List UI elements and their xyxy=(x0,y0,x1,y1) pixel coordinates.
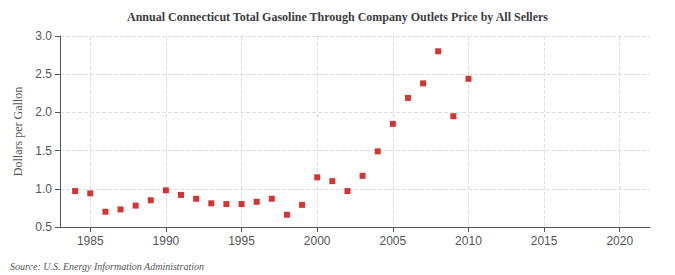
svg-text:Source: U.S. Energy Informatio: Source: U.S. Energy Information Administ… xyxy=(10,261,204,272)
svg-text:1995: 1995 xyxy=(228,234,255,248)
svg-text:1.5: 1.5 xyxy=(35,144,52,158)
svg-text:2010: 2010 xyxy=(455,234,482,248)
svg-text:1990: 1990 xyxy=(153,234,180,248)
svg-text:0.5: 0.5 xyxy=(35,220,52,234)
svg-text:2015: 2015 xyxy=(531,234,558,248)
svg-text:2.0: 2.0 xyxy=(35,105,52,119)
svg-text:1.0: 1.0 xyxy=(35,182,52,196)
svg-text:2020: 2020 xyxy=(606,234,633,248)
svg-text:Dollars per Gallon: Dollars per Gallon xyxy=(11,87,25,176)
svg-text:1985: 1985 xyxy=(77,234,104,248)
svg-text:2000: 2000 xyxy=(304,234,331,248)
svg-text:2.5: 2.5 xyxy=(35,67,52,81)
svg-text:Annual Connecticut Total Gasol: Annual Connecticut Total Gasoline Throug… xyxy=(127,10,548,24)
svg-text:3.0: 3.0 xyxy=(35,29,52,43)
svg-text:2005: 2005 xyxy=(379,234,406,248)
